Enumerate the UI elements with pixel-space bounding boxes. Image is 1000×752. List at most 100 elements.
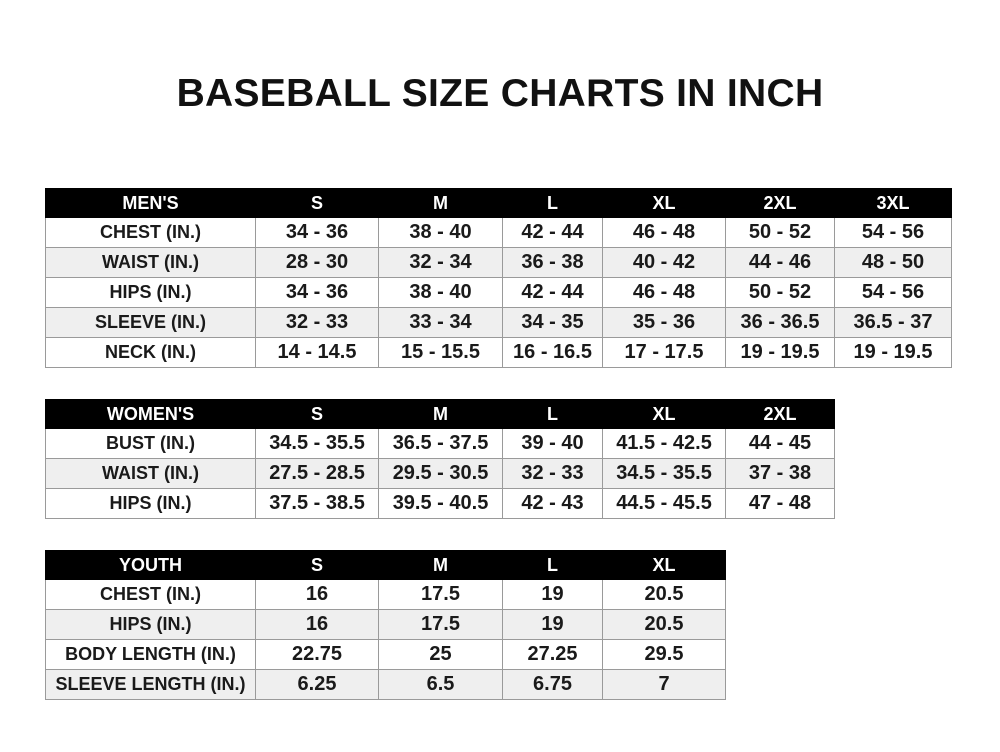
size-value: 16 (255, 609, 379, 640)
size-value: 42 - 44 (502, 277, 603, 308)
header-cell: WOMEN'S (45, 399, 256, 429)
table-row: SLEEVE LENGTH (IN.) 6.25 6.5 6.75 7 (45, 669, 726, 700)
table-row: HIPS (IN.) 37.5 - 38.5 39.5 - 40.5 42 - 43 4… (45, 488, 835, 519)
table-row: HIPS (IN.) 34 - 36 38 - 40 42 - 44 46 - 48 50… (45, 277, 952, 308)
size-value: 27.5 - 28.5 (255, 458, 379, 489)
measurement-label: BODY LENGTH (IN.) (45, 639, 256, 670)
size-value: 35 - 36 (602, 307, 726, 338)
header-cell: S (255, 550, 379, 580)
size-value: 19 - 19.5 (725, 337, 835, 368)
mens-size-table: MEN'S S M L XL 2XL 3XL CHEST (IN.) 34 - 36 38 - 4… (45, 188, 952, 368)
size-value: 20.5 (602, 579, 726, 610)
size-value: 36 - 36.5 (725, 307, 835, 338)
size-value: 34 - 35 (502, 307, 603, 338)
table-row: SLEEVE (IN.) 32 - 33 33 - 34 34 - 35 35 - 36… (45, 307, 952, 338)
header-cell: YOUTH (45, 550, 256, 580)
size-value: 41.5 - 42.5 (602, 428, 726, 459)
size-value: 36 - 38 (502, 247, 603, 278)
size-value: 42 - 44 (502, 217, 603, 248)
size-value: 22.75 (255, 639, 379, 670)
size-value: 16 (255, 579, 379, 610)
size-value: 6.5 (378, 669, 503, 700)
measurement-label: NECK (IN.) (45, 337, 256, 368)
size-value: 50 - 52 (725, 277, 835, 308)
youth-size-table: YOUTH S M L XL CHEST (IN.) 16 17.5 19 20.5 HIPS (I… (45, 550, 726, 700)
size-value: 17.5 (378, 579, 503, 610)
size-value: 32 - 34 (378, 247, 503, 278)
size-value: 48 - 50 (834, 247, 952, 278)
size-value: 34 - 36 (255, 277, 379, 308)
size-value: 6.25 (255, 669, 379, 700)
measurement-label: CHEST (IN.) (45, 217, 256, 248)
size-value: 17.5 (378, 609, 503, 640)
table-header-row: MEN'S S M L XL 2XL 3XL (45, 188, 952, 218)
table-header-row: YOUTH S M L XL (45, 550, 726, 580)
size-value: 29.5 (602, 639, 726, 670)
size-value: 39 - 40 (502, 428, 603, 459)
table-row: HIPS (IN.) 16 17.5 19 20.5 (45, 609, 726, 640)
header-cell: 3XL (834, 188, 952, 218)
header-cell: L (502, 188, 603, 218)
size-value: 39.5 - 40.5 (378, 488, 503, 519)
size-value: 14 - 14.5 (255, 337, 379, 368)
header-cell: XL (602, 550, 726, 580)
measurement-label: SLEEVE LENGTH (IN.) (45, 669, 256, 700)
measurement-label: CHEST (IN.) (45, 579, 256, 610)
size-value: 32 - 33 (255, 307, 379, 338)
size-value: 47 - 48 (725, 488, 835, 519)
size-value: 33 - 34 (378, 307, 503, 338)
size-value: 27.25 (502, 639, 603, 670)
size-value: 29.5 - 30.5 (378, 458, 503, 489)
header-cell: M (378, 550, 503, 580)
size-value: 16 - 16.5 (502, 337, 603, 368)
header-cell: L (502, 550, 603, 580)
measurement-label: BUST (IN.) (45, 428, 256, 459)
table-row: CHEST (IN.) 16 17.5 19 20.5 (45, 579, 726, 610)
measurement-label: HIPS (IN.) (45, 609, 256, 640)
header-cell: S (255, 188, 379, 218)
womens-size-table: WOMEN'S S M L XL 2XL BUST (IN.) 34.5 - 35.5 36.5… (45, 399, 835, 519)
table-row: WAIST (IN.) 27.5 - 28.5 29.5 - 30.5 32 - 33… (45, 458, 835, 489)
size-value: 34.5 - 35.5 (602, 458, 726, 489)
measurement-label: HIPS (IN.) (45, 488, 256, 519)
header-cell: XL (602, 399, 726, 429)
header-cell: M (378, 399, 503, 429)
size-value: 46 - 48 (602, 217, 726, 248)
table-row: CHEST (IN.) 34 - 36 38 - 40 42 - 44 46 - 48 5… (45, 217, 952, 248)
size-value: 40 - 42 (602, 247, 726, 278)
page-title: BASEBALL SIZE CHARTS IN INCH (176, 72, 824, 115)
header-cell: S (255, 399, 379, 429)
size-value: 34 - 36 (255, 217, 379, 248)
table-row: BODY LENGTH (IN.) 22.75 25 27.25 29.5 (45, 639, 726, 670)
size-value: 20.5 (602, 609, 726, 640)
header-cell: MEN'S (45, 188, 256, 218)
size-value: 44 - 45 (725, 428, 835, 459)
size-value: 54 - 56 (834, 277, 952, 308)
size-value: 37 - 38 (725, 458, 835, 489)
size-value: 25 (378, 639, 503, 670)
measurement-label: WAIST (IN.) (45, 247, 256, 278)
size-value: 15 - 15.5 (378, 337, 503, 368)
table-row: WAIST (IN.) 28 - 30 32 - 34 36 - 38 40 - 42 4… (45, 247, 952, 278)
size-value: 54 - 56 (834, 217, 952, 248)
size-value: 42 - 43 (502, 488, 603, 519)
size-value: 17 - 17.5 (602, 337, 726, 368)
size-value: 46 - 48 (602, 277, 726, 308)
table-header-row: WOMEN'S S M L XL 2XL (45, 399, 835, 429)
header-cell: XL (602, 188, 726, 218)
measurement-label: WAIST (IN.) (45, 458, 256, 489)
size-value: 36.5 - 37 (834, 307, 952, 338)
header-cell: 2XL (725, 399, 835, 429)
table-row: BUST (IN.) 34.5 - 35.5 36.5 - 37.5 39 - 40 4… (45, 428, 835, 459)
size-value: 37.5 - 38.5 (255, 488, 379, 519)
measurement-label: HIPS (IN.) (45, 277, 256, 308)
header-cell: M (378, 188, 503, 218)
size-value: 19 (502, 579, 603, 610)
size-value: 38 - 40 (378, 217, 503, 248)
size-value: 44 - 46 (725, 247, 835, 278)
size-value: 32 - 33 (502, 458, 603, 489)
measurement-label: SLEEVE (IN.) (45, 307, 256, 338)
size-value: 44.5 - 45.5 (602, 488, 726, 519)
size-value: 38 - 40 (378, 277, 503, 308)
size-value: 50 - 52 (725, 217, 835, 248)
